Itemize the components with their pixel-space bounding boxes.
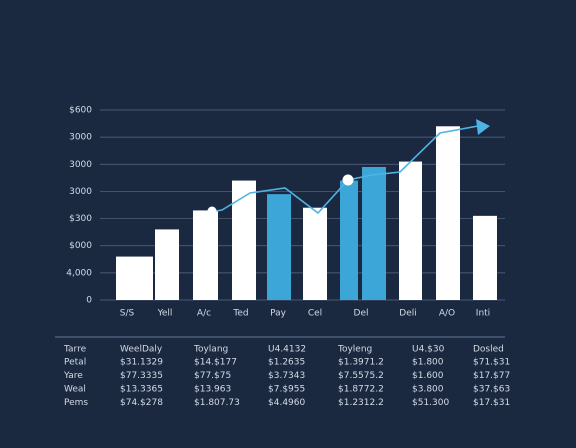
- table-cell: $17.$31: [473, 398, 510, 408]
- y-tick-label: 4,000: [66, 268, 92, 278]
- table-cell: $1.8772.2: [338, 385, 384, 395]
- x-tick-label: Deli: [399, 309, 416, 319]
- table-cell: $17.$77: [473, 371, 510, 381]
- bar: [155, 229, 179, 300]
- table-cell: $1.800: [412, 358, 444, 368]
- y-tick-label: $000: [69, 241, 92, 251]
- table-cell: Pems: [64, 398, 88, 408]
- table-cell: $1.2312.2: [338, 398, 384, 408]
- bar: [436, 126, 460, 301]
- table-cell: $1.2635: [268, 358, 305, 368]
- y-tick-label: 3000: [69, 187, 92, 197]
- x-tick-label: A/O: [439, 309, 455, 319]
- table-cell: $1.807.73: [194, 398, 240, 408]
- table-cell: $1.3971.2: [338, 358, 384, 368]
- table-header: Tarre: [63, 345, 87, 355]
- table-cell: $7.5575.2: [338, 371, 384, 381]
- table-cell: $77.$75: [194, 371, 231, 381]
- table-cell: $13.963: [194, 385, 231, 395]
- trend-marker: [342, 174, 354, 186]
- trend-arrow: [476, 119, 490, 135]
- table: Tarre WeelDaly Toylang U4.4132 Toyleng U4.$30…: [63, 345, 510, 409]
- table-cell: $77.3335: [120, 371, 163, 381]
- table-header: Toylang: [193, 345, 228, 355]
- bar: [232, 180, 256, 300]
- bar: [473, 215, 497, 300]
- x-tick-label: Yell: [157, 309, 173, 319]
- x-tick-label: Del: [354, 309, 369, 319]
- table-cell: $14.$177: [194, 358, 237, 368]
- bars: S/S Yell A/c Ted Pay Cel Del Deli A/O Inti: [116, 126, 497, 319]
- table-cell: $3.800: [412, 385, 444, 395]
- table-header: WeelDaly: [120, 345, 163, 355]
- x-tick-label: Cel: [308, 309, 322, 319]
- table-cell: Weal: [64, 385, 86, 395]
- table-header: Dosled: [473, 345, 504, 355]
- table-cell: $4.4960: [268, 398, 305, 408]
- y-tick-label: $300: [69, 214, 92, 224]
- y-tick-label: 3000: [69, 160, 92, 170]
- bar: [303, 207, 327, 300]
- bar: [116, 256, 153, 300]
- table-cell: $13.3365: [120, 385, 163, 395]
- x-tick-label: Inti: [476, 309, 490, 319]
- table-header: U4.$30: [412, 345, 445, 355]
- trend-line: [209, 125, 479, 215]
- x-tick-label: A/c: [197, 309, 211, 319]
- y-tick-label: 0: [86, 296, 92, 306]
- table-cell: $3.7343: [268, 371, 305, 381]
- table-cell: $74.$278: [120, 398, 163, 408]
- table-cell: $71.$31: [473, 358, 510, 368]
- table-cell: $1.600: [412, 371, 444, 381]
- x-tick-label: Pay: [270, 309, 287, 319]
- x-tick-label: Ted: [232, 309, 248, 319]
- table-cell: $37.$63: [473, 385, 510, 395]
- x-tick-label: S/S: [120, 309, 135, 319]
- table-cell: Petal: [64, 358, 86, 368]
- y-tick-label: 3000: [69, 133, 92, 143]
- table-header: Toyleng: [337, 345, 372, 355]
- table-cell: Yare: [63, 371, 83, 381]
- bar: [193, 210, 218, 300]
- bar: [362, 167, 386, 300]
- table-cell: $7.$955: [268, 385, 305, 395]
- table-header: U4.4132: [268, 345, 306, 355]
- trend-marker: [207, 206, 217, 216]
- bar: [267, 194, 291, 300]
- bar: [340, 180, 358, 300]
- y-tick-label: $600: [69, 106, 92, 116]
- table-cell: $31.1329: [120, 358, 163, 368]
- bar: [399, 161, 422, 300]
- table-cell: $51.300: [412, 398, 449, 408]
